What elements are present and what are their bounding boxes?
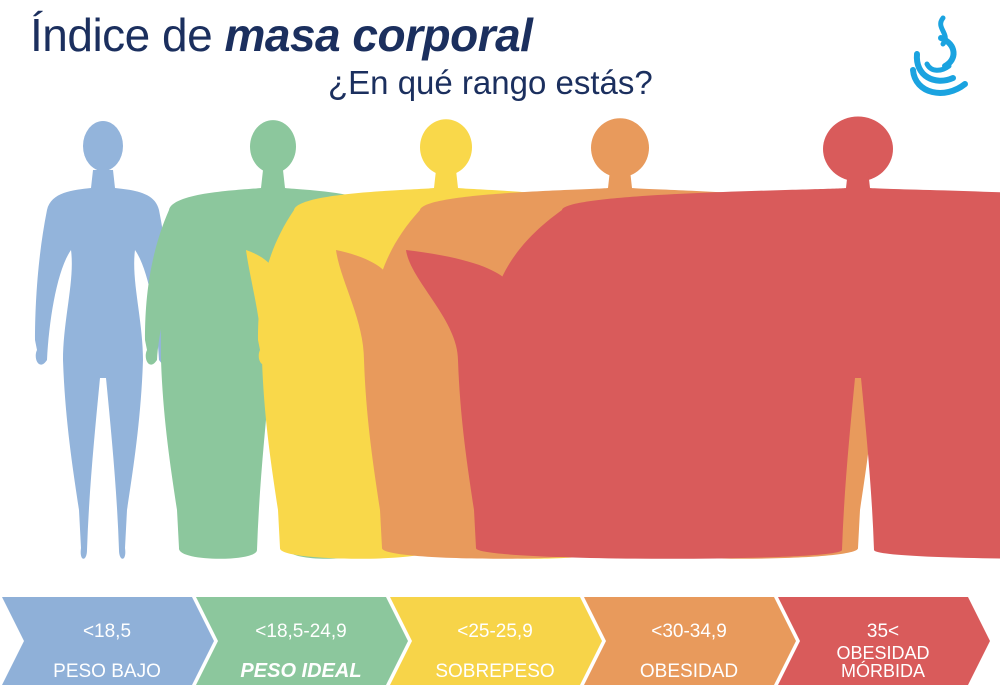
bmi-range-arrows: <18,5 PESO BAJO <18,5-24,9 PESO IDEAL <25-25… — [2, 597, 990, 685]
arrow-shape — [196, 597, 408, 685]
figure-head — [591, 118, 649, 178]
figure-head — [420, 119, 472, 176]
brand-logo-icon — [910, 15, 968, 96]
figure-obesidad-morbida — [406, 116, 1000, 559]
body-figures — [35, 116, 1000, 559]
figure-head — [823, 116, 893, 182]
range-value: <25-25,9 — [457, 621, 533, 642]
range-arrow-sobrepeso: <25-25,9 SOBREPESO — [390, 597, 602, 685]
range-label: SOBREPESO — [435, 661, 554, 682]
figure-body — [35, 170, 171, 559]
figure-head — [83, 121, 123, 171]
figure-head — [250, 120, 296, 174]
figure-body — [406, 170, 1000, 559]
range-arrow-peso-bajo: <18,5 PESO BAJO — [2, 597, 214, 685]
page-subtitle: ¿En qué rango estás? — [328, 64, 653, 101]
range-arrow-obesidad: <30-34,9 OBESIDAD — [584, 597, 796, 685]
figure-peso-bajo — [35, 121, 171, 559]
title-bold: masa corporal — [224, 9, 533, 61]
range-label: OBESIDAD — [640, 661, 738, 682]
arrow-shape — [778, 597, 990, 685]
range-value: <30-34,9 — [651, 621, 727, 642]
range-label: PESO BAJO — [53, 661, 161, 682]
title-regular: Índice de — [30, 9, 213, 61]
range-value: <18,5-24,9 — [255, 621, 346, 642]
range-arrow-peso-ideal: <18,5-24,9 PESO IDEAL — [196, 597, 408, 685]
range-value: 35< — [867, 621, 899, 642]
range-label: OBESIDAD — [836, 643, 929, 663]
arrow-shape — [2, 597, 214, 685]
arrow-shape — [584, 597, 796, 685]
arrow-shape — [390, 597, 602, 685]
range-value: <18,5 — [83, 621, 131, 642]
range-label-line2: MÓRBIDA — [841, 660, 925, 681]
range-label: PESO IDEAL — [240, 660, 361, 682]
page-title: Índice de masa corporal — [30, 8, 533, 62]
